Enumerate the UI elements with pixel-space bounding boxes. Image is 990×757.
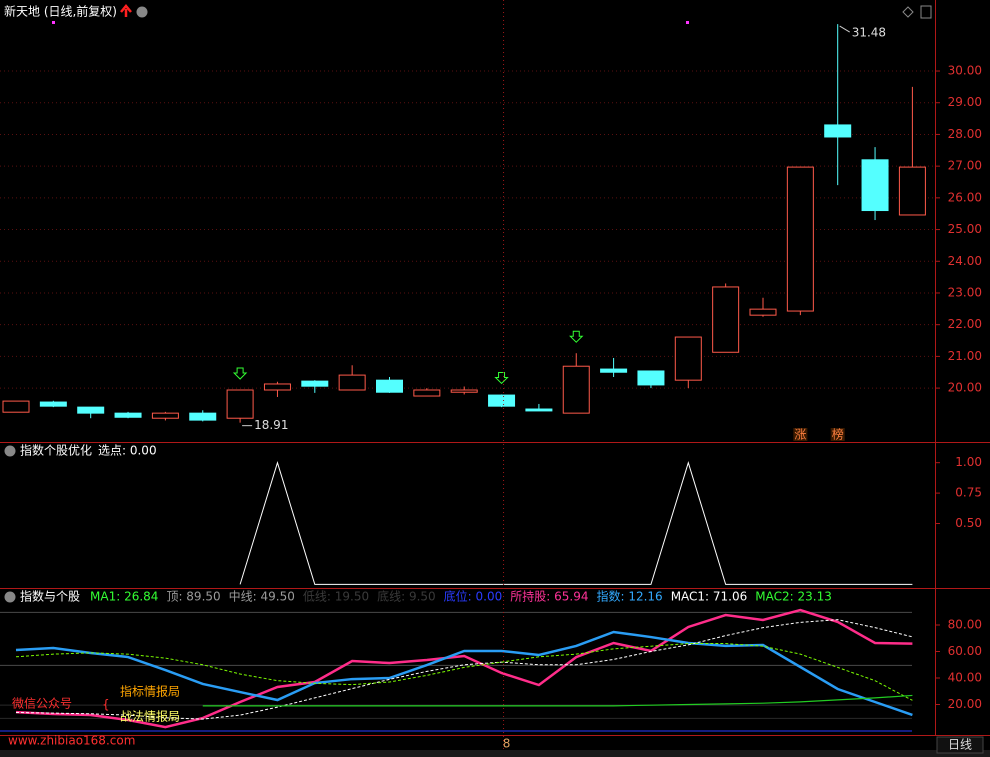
y-tick-label: 26.00: [948, 190, 982, 204]
dot: [686, 21, 689, 24]
watermark-brace: {: [102, 698, 110, 712]
candle-body: [525, 408, 553, 412]
candle-body: [898, 166, 926, 216]
menu-icon[interactable]: [136, 6, 148, 18]
series-line: [239, 460, 913, 585]
series-line: [15, 643, 913, 701]
buy-signal: [494, 371, 509, 385]
y-tick-label: 29.00: [948, 95, 982, 109]
legend-entry: 选点: 0.00: [98, 444, 157, 458]
menu-icon[interactable]: [4, 445, 16, 457]
x-tick-label: 8: [503, 737, 511, 751]
series-line: [15, 619, 913, 720]
y-tick-label: 20.00: [948, 381, 982, 395]
legend-entry: 中线: 49.50: [229, 589, 295, 604]
legend-entry: MA1: 26.84: [90, 590, 158, 604]
series-line: [202, 694, 913, 707]
series-line: [15, 608, 913, 729]
min-label: 18.91: [254, 418, 288, 432]
candle-body: [450, 389, 478, 393]
y-tick-label: 25.00: [948, 222, 982, 236]
max-label: 31.48: [852, 26, 886, 40]
buy-signal: [232, 367, 248, 380]
candle-body: [2, 400, 30, 413]
legend-entry: 所持股: 65.94: [510, 589, 588, 604]
max-pointer: [839, 25, 850, 33]
y-tick-label: 1.00: [955, 455, 982, 469]
tag: 榜: [832, 427, 844, 442]
candle-body: [861, 159, 889, 212]
tag: 涨: [794, 427, 806, 442]
panel-title: 指数个股优化: [20, 443, 92, 458]
candle-body: [786, 166, 814, 312]
legend-entry: MAC2: 23.13: [755, 590, 832, 604]
menu-icon[interactable]: [4, 591, 16, 603]
candle-body: [712, 286, 740, 353]
candle-body: [749, 308, 777, 316]
tag-box: [830, 428, 845, 441]
panel-title: 指数与个股: [20, 589, 80, 604]
y-tick-label: 60.00: [948, 644, 982, 658]
y-tick-label: 0.75: [955, 486, 982, 500]
legend-entry: 底线: 9.50: [377, 589, 436, 604]
candle-body: [226, 389, 254, 419]
chart-title: 新天地 (日线,前复权): [4, 4, 117, 19]
candle-body: [189, 412, 217, 421]
up-icon: [120, 4, 132, 17]
y-tick-label: 30.00: [948, 64, 982, 78]
dot: [52, 21, 55, 24]
period-label[interactable]: 日线: [948, 738, 972, 752]
tag-box: [793, 428, 808, 441]
buy-signal: [569, 330, 584, 343]
candle-body: [376, 379, 403, 393]
diamond-icon[interactable]: [902, 6, 914, 18]
candle-body: [824, 124, 852, 138]
candle-body: [674, 336, 702, 381]
candle-body: [301, 380, 329, 387]
y-tick-label: 40.00: [948, 671, 982, 685]
legend-entry: 低线: 19.50: [303, 590, 369, 604]
tab-bar: [0, 750, 990, 757]
candle-body: [39, 401, 67, 407]
candle-body: [637, 370, 665, 386]
y-tick-label: 21.00: [948, 349, 982, 363]
watermark: 微信公众号: [12, 697, 72, 711]
y-tick-label: 0.50: [955, 516, 982, 530]
legend-entry: 指数: 12.16: [596, 589, 662, 604]
watermark: 战法情报局: [120, 709, 180, 724]
candle-body: [114, 412, 142, 418]
candle-body: [562, 365, 590, 414]
candle-body: [77, 406, 105, 414]
candle-body: [600, 368, 628, 373]
candle-body: [413, 389, 441, 397]
watermark-url: www.zhibiao168.com: [8, 734, 135, 748]
y-tick-label: 27.00: [948, 159, 982, 173]
candle-body: [488, 394, 516, 407]
watermark: 指标情报局: [120, 684, 180, 699]
legend-entry: 底位: 0.00: [444, 589, 503, 604]
legend-entry: MAC1: 71.06: [671, 590, 748, 604]
candle-body: [338, 374, 366, 391]
y-tick-label: 24.00: [948, 254, 982, 268]
y-tick-label: 80.00: [948, 617, 982, 631]
legend-entry: 顶: 89.50: [166, 590, 220, 604]
y-tick-label: 22.00: [948, 317, 982, 331]
candle-body: [151, 412, 179, 419]
period-button[interactable]: [936, 736, 984, 754]
series-line: [15, 630, 913, 717]
candle-body: [263, 383, 291, 391]
y-tick-label: 23.00: [948, 285, 982, 299]
y-tick-label: 28.00: [948, 127, 982, 141]
panel-icon[interactable]: [920, 5, 932, 19]
y-tick-label: 20.00: [948, 697, 982, 711]
